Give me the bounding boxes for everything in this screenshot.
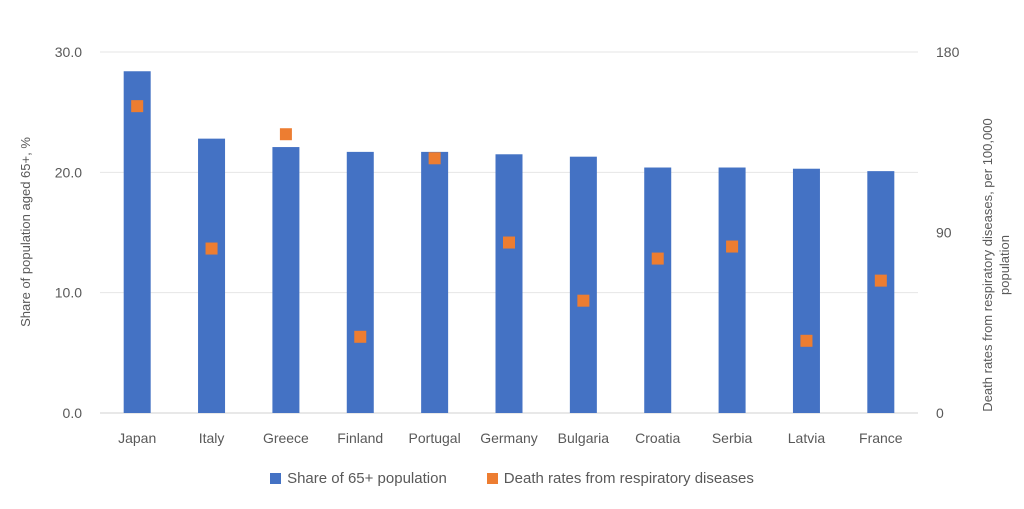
left-axis-ticks: 0.0 10.0 20.0 30.0 [55, 44, 82, 421]
marker-point [279, 128, 292, 141]
bar-series [123, 71, 895, 414]
category-label: Bulgaria [558, 430, 610, 446]
right-tick-label: 180 [936, 44, 960, 60]
marker-point [205, 242, 218, 255]
right-tick-label: 90 [936, 225, 952, 241]
right-axis-ticks: 0 90 180 [936, 44, 960, 421]
left-tick-label: 10.0 [55, 285, 82, 301]
category-label: Serbia [712, 430, 753, 446]
category-label: Germany [480, 430, 538, 446]
legend-label: Death rates from respiratory diseases [503, 470, 754, 487]
marker-point [651, 252, 664, 265]
category-labels: Japan Italy Greece Finland Portugal Germany Bu… [118, 430, 903, 446]
bar [569, 156, 597, 413]
marker-point [428, 152, 441, 165]
bar [718, 167, 746, 413]
bar [495, 154, 523, 414]
right-axis-title-line: Death rates from respiratory diseases, p… [980, 118, 995, 411]
bar [867, 171, 895, 413]
legend-label: Share of 65+ population [287, 470, 447, 487]
bar [644, 167, 672, 413]
bar [421, 151, 449, 414]
category-label: Finland [337, 430, 383, 446]
category-label: Portugal [409, 430, 461, 446]
category-label: France [859, 430, 903, 446]
bar [346, 151, 374, 414]
legend-swatch-blue [270, 473, 282, 484]
marker-point [800, 334, 813, 347]
category-label: Japan [118, 430, 156, 446]
category-label: Italy [199, 430, 225, 446]
right-axis-title-line: population [997, 235, 1012, 295]
right-tick-label: 0 [936, 405, 944, 421]
left-tick-label: 0.0 [63, 405, 83, 421]
left-tick-label: 30.0 [55, 44, 82, 60]
right-axis-title: Death rates from respiratory diseases, p… [980, 118, 1012, 411]
bar [198, 138, 226, 413]
left-axis-title: Share of population aged 65+, % [18, 137, 33, 327]
marker-series [131, 100, 887, 347]
bar [792, 168, 820, 413]
marker-point [874, 274, 887, 287]
legend-item-death: Death rates from respiratory diseases [486, 470, 754, 487]
legend: Share of 65+ population Death rates from… [0, 470, 1024, 487]
legend-swatch-orange [486, 473, 498, 484]
bar [123, 71, 151, 414]
category-label: Greece [263, 430, 309, 446]
marker-point [131, 100, 144, 113]
category-label: Croatia [635, 430, 680, 446]
marker-point [354, 330, 367, 343]
bar [272, 147, 300, 413]
legend-item-share: Share of 65+ population [270, 470, 447, 487]
category-label: Latvia [788, 430, 826, 446]
marker-point [503, 236, 515, 249]
marker-point [726, 240, 739, 253]
marker-point [577, 294, 590, 307]
left-tick-label: 20.0 [55, 164, 82, 180]
